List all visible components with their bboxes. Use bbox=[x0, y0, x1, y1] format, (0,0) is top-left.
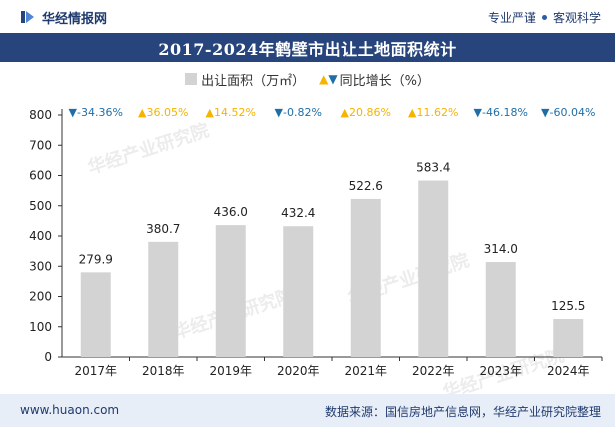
triangle-up-icon: ▲ bbox=[341, 106, 350, 119]
growth-label: ▲11.62% bbox=[408, 106, 458, 119]
bar bbox=[350, 198, 381, 357]
growth-value: 14.52% bbox=[214, 106, 256, 119]
footer: www.huaon.com 数据来源：国信房地产信息网，华经产业研究院整理 bbox=[0, 394, 615, 427]
title-bar: 2017-2024年鹤壁市出让土地面积统计 bbox=[0, 33, 615, 62]
x-tick-label: 2022年 bbox=[412, 364, 455, 378]
data-label: 583.4 bbox=[416, 161, 450, 175]
triangle-up-icon: ▲ bbox=[319, 72, 329, 86]
growth-value: -46.18% bbox=[482, 106, 528, 119]
footer-site[interactable]: www.huaon.com bbox=[20, 403, 120, 417]
growth-label: ▼-60.04% bbox=[541, 106, 595, 119]
bar bbox=[148, 241, 179, 357]
y-tick-label: 500 bbox=[29, 199, 52, 213]
bar bbox=[215, 225, 246, 357]
y-tick-label: 300 bbox=[29, 259, 52, 273]
bar bbox=[80, 272, 111, 357]
triangle-down-icon: ▼ bbox=[541, 106, 550, 119]
y-tick-label: 400 bbox=[29, 229, 52, 243]
x-tick-label: 2023年 bbox=[479, 364, 522, 378]
bar bbox=[553, 319, 584, 357]
data-label: 314.0 bbox=[484, 242, 518, 256]
growth-value: -0.82% bbox=[283, 106, 322, 119]
x-tick-label: 2020年 bbox=[277, 364, 320, 378]
triangle-up-icon: ▲ bbox=[138, 106, 147, 119]
x-tick-label: 2017年 bbox=[74, 364, 117, 378]
triangle-up-icon: ▲ bbox=[408, 106, 417, 119]
tagline: 专业严谨 客观科学 bbox=[488, 9, 601, 26]
triangle-down-icon: ▼ bbox=[474, 106, 483, 119]
growth-label: ▲14.52% bbox=[206, 106, 256, 119]
growth-label: ▼-34.36% bbox=[69, 106, 123, 119]
growth-label: ▼-0.82% bbox=[275, 106, 322, 119]
logo: 华经情报网 bbox=[20, 8, 108, 27]
triangle-up-icon: ▲ bbox=[206, 106, 215, 119]
tagline-right: 客观科学 bbox=[552, 11, 601, 25]
y-tick-label: 100 bbox=[29, 320, 52, 334]
legend-bar-label: 出让面积（万㎡） bbox=[201, 73, 306, 89]
growth-label: ▲20.86% bbox=[341, 106, 391, 119]
top-bar: 华经情报网 专业严谨 客观科学 bbox=[0, 0, 615, 33]
legend-bar-swatch bbox=[185, 73, 198, 85]
x-tick-label: 2021年 bbox=[344, 364, 387, 378]
data-label: 432.4 bbox=[281, 206, 315, 220]
data-label: 522.6 bbox=[349, 179, 383, 193]
y-tick-label: 0 bbox=[44, 350, 52, 364]
growth-value: 36.05% bbox=[147, 106, 189, 119]
data-label: 279.9 bbox=[79, 252, 113, 266]
brand-logo-icon bbox=[21, 11, 34, 23]
growth-value: -34.36% bbox=[77, 106, 123, 119]
legend-growth-label: 同比增长（%） bbox=[339, 73, 430, 89]
y-tick-label: 800 bbox=[29, 108, 52, 122]
chart-title: 2017-2024年鹤壁市出让土地面积统计 bbox=[158, 39, 457, 59]
tagline-left: 专业严谨 bbox=[487, 11, 536, 25]
dot-icon bbox=[541, 15, 547, 20]
triangle-down-icon: ▼ bbox=[69, 106, 78, 119]
bar bbox=[485, 262, 516, 357]
triangle-down-icon: ▼ bbox=[275, 106, 284, 119]
data-label: 436.0 bbox=[214, 205, 248, 219]
y-tick-label: 700 bbox=[29, 138, 52, 152]
growth-value: -60.04% bbox=[550, 106, 596, 119]
y-tick-label: 600 bbox=[29, 169, 52, 183]
bar bbox=[283, 226, 314, 357]
data-label: 380.7 bbox=[146, 222, 180, 236]
x-tick-label: 2019年 bbox=[209, 364, 252, 378]
triangle-down-icon: ▼ bbox=[328, 72, 338, 86]
x-tick-label: 2024年 bbox=[547, 364, 590, 378]
footer-source: 数据来源：国信房地产信息网，华经产业研究院整理 bbox=[324, 405, 601, 419]
brand-name: 华经情报网 bbox=[42, 11, 108, 27]
legend: 出让面积（万㎡） ▲ ▼ 同比增长（%） bbox=[0, 66, 615, 92]
growth-value: 11.62% bbox=[417, 106, 459, 119]
y-tick-label: 200 bbox=[29, 290, 52, 304]
data-label: 125.5 bbox=[551, 299, 585, 313]
growth-label: ▲36.05% bbox=[138, 106, 188, 119]
bar bbox=[418, 180, 449, 357]
x-tick-label: 2018年 bbox=[142, 364, 185, 378]
growth-value: 20.86% bbox=[349, 106, 391, 119]
growth-label: ▼-46.18% bbox=[474, 106, 528, 119]
